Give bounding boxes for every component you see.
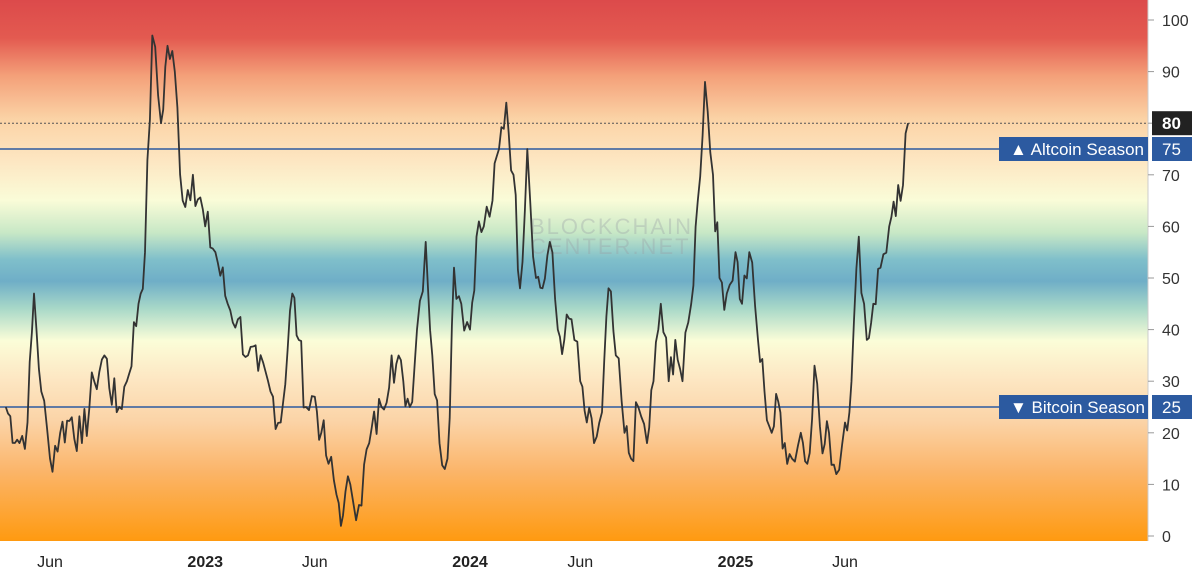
reference-tag-label-75: ▲ Altcoin Season bbox=[1010, 140, 1144, 159]
reference-lines bbox=[0, 122, 1148, 408]
y-tick-label-0: 0 bbox=[1162, 529, 1171, 546]
y-tick-label-90: 90 bbox=[1162, 65, 1180, 82]
plot-background bbox=[0, 0, 1148, 541]
x-tick-label-jun-0: Jun bbox=[37, 554, 63, 571]
reference-tag-25 bbox=[999, 395, 1148, 419]
reference-tag-label-25: ▼ Bitcoin Season bbox=[1010, 398, 1145, 417]
reference-tag-75 bbox=[999, 137, 1148, 161]
watermark-line-1: BLOCKCHAIN bbox=[530, 214, 693, 239]
y-tick-label-10: 10 bbox=[1162, 477, 1180, 494]
x-tick-label-2025-5: 2025 bbox=[718, 554, 754, 571]
x-axis-ticks: Jun 2023 Jun 2024 Jun 2025 Jun bbox=[37, 554, 858, 571]
y-tick-label-100: 100 bbox=[1162, 13, 1189, 30]
series-line-0 bbox=[4, 34, 909, 527]
y-tick-label-70: 70 bbox=[1162, 168, 1180, 185]
series-layer bbox=[4, 34, 909, 527]
x-axis-panel bbox=[0, 541, 1148, 579]
reference-value-box-25 bbox=[1152, 395, 1192, 419]
y-tick-label-20: 20 bbox=[1162, 426, 1180, 443]
current-value-label: 80 bbox=[1162, 114, 1181, 133]
x-tick-label-2023-1: 2023 bbox=[187, 554, 223, 571]
y-axis-ticks: 0 10 20 30 40 50 60 70 80 90 100 bbox=[1148, 13, 1189, 546]
watermark-line-2: CENTER.NET bbox=[530, 234, 691, 259]
reference-value-label-75: 75 bbox=[1162, 140, 1181, 159]
watermark: BLOCKCHAIN CENTER.NET bbox=[530, 214, 693, 259]
y-tick-label-60: 60 bbox=[1162, 219, 1180, 236]
y-tick-label-30: 30 bbox=[1162, 374, 1180, 391]
value-tags: ▲ Altcoin Season 75 ▼ Bitcoin Season 25 80 bbox=[999, 111, 1192, 419]
x-tick-label-jun-2: Jun bbox=[302, 554, 328, 571]
x-tick-label-jun-4: Jun bbox=[567, 554, 593, 571]
reference-value-box-75 bbox=[1152, 137, 1192, 161]
x-tick-label-jun-6: Jun bbox=[832, 554, 858, 571]
y-tick-label-40: 40 bbox=[1162, 323, 1180, 340]
current-value-box bbox=[1152, 111, 1192, 136]
y-tick-label-50: 50 bbox=[1162, 271, 1180, 288]
y-axis-panel bbox=[1148, 0, 1200, 579]
reference-value-label-25: 25 bbox=[1162, 398, 1181, 417]
x-tick-label-2024-3: 2024 bbox=[452, 554, 488, 571]
